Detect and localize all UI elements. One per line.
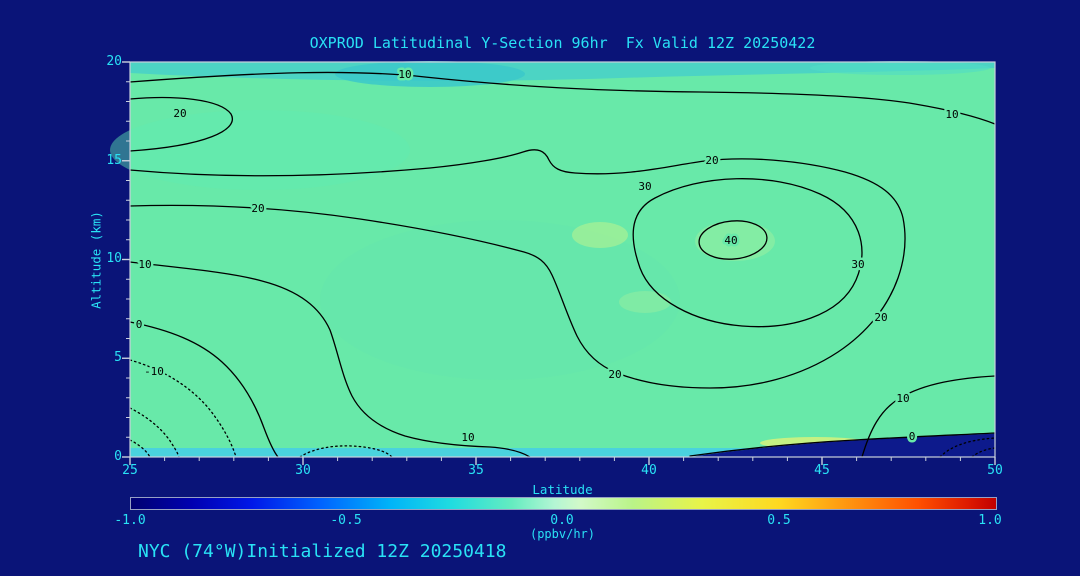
colorbar-tick-label: 1.0 — [978, 513, 1002, 528]
contour-path-neg10-f — [971, 447, 996, 458]
contour-label-0: 0 — [136, 318, 143, 331]
contour-path-30-ring — [632, 178, 863, 328]
contour-label-0: 0 — [909, 430, 916, 443]
contour-path-20-loop — [129, 96, 233, 152]
x-tick-label: 50 — [987, 463, 1003, 478]
y-tick-label: 5 — [114, 350, 122, 365]
contour-label-20: 20 — [251, 202, 264, 215]
x-axis-label: Latitude — [532, 482, 593, 497]
contour-labels: 10 10 20 20 20 20 20 30 30 40 10 10 10 0… — [133, 66, 961, 447]
contour-lines-dotted — [129, 359, 996, 458]
contour-lines-solid — [129, 71, 996, 458]
surface-cyan-strip — [130, 448, 995, 457]
contour-path-neg10-a — [129, 359, 237, 458]
contour-plot: 10 10 20 20 20 20 20 30 30 40 10 10 10 0… — [110, 61, 996, 465]
field-fill — [110, 61, 995, 457]
contour-path-neg10-c — [129, 439, 151, 458]
x-tick-label: 40 — [641, 463, 657, 478]
contour-path-neg10-d — [299, 445, 393, 458]
contour-label-10: 10 — [138, 258, 151, 271]
colorbar-tick-label: -1.0 — [114, 513, 146, 528]
contour-label-20: 20 — [608, 368, 621, 381]
plot-title: OXPROD Latitudinal Y-Section 96hr Fx Val… — [309, 34, 816, 52]
x-tick-label: 30 — [295, 463, 311, 478]
contour-path-10-right — [861, 375, 996, 458]
colorbar-tick-label: 0.5 — [767, 513, 791, 528]
contour-label-10: 10 — [945, 108, 958, 121]
contour-path-20-main — [129, 149, 906, 389]
y-tick-label: 20 — [106, 54, 122, 69]
contour-path-0-left — [129, 321, 279, 458]
colorbar-unit-label: (ppbv/hr) — [529, 527, 596, 541]
contour-label-neg10: -10 — [144, 365, 164, 378]
y-axis-label: Altitude (km) — [88, 211, 104, 309]
contour-path-0-right — [689, 432, 996, 457]
contour-path-neg10-b — [129, 407, 180, 458]
contour-path-10-top — [129, 71, 996, 125]
contour-label-40: 40 — [724, 234, 737, 247]
contour-path-neg10-e — [939, 437, 996, 458]
contour-label-20: 20 — [874, 311, 887, 324]
x-tick-label: 25 — [122, 463, 138, 478]
contour-label-20: 20 — [705, 154, 718, 167]
plot-area: 10 10 20 20 20 20 20 30 30 40 10 10 10 0… — [110, 61, 996, 465]
footer-annotation: NYC (74°W)Initialized 12Z 20250418 — [138, 541, 507, 562]
contour-path-40-ring — [698, 220, 768, 260]
contour-label-10: 10 — [398, 68, 411, 81]
contour-label-30: 30 — [851, 258, 864, 271]
colorbar-tick-label: 0.0 — [550, 513, 574, 528]
contour-label-10: 10 — [896, 392, 909, 405]
x-tick-label: 35 — [468, 463, 484, 478]
contour-label-30: 30 — [638, 180, 651, 193]
contour-path-10-left — [129, 261, 531, 458]
axis-ticks — [122, 61, 996, 465]
surface-navy-band — [690, 433, 995, 457]
contour-label-10: 10 — [461, 431, 474, 444]
x-tick-label: 45 — [814, 463, 830, 478]
y-tick-label: 0 — [114, 449, 122, 464]
colorbar-tick-label: -0.5 — [330, 513, 362, 528]
contour-label-20: 20 — [173, 107, 186, 120]
y-tick-label: 10 — [106, 251, 122, 266]
y-tick-label: 15 — [106, 153, 122, 168]
colorbar — [130, 497, 997, 510]
